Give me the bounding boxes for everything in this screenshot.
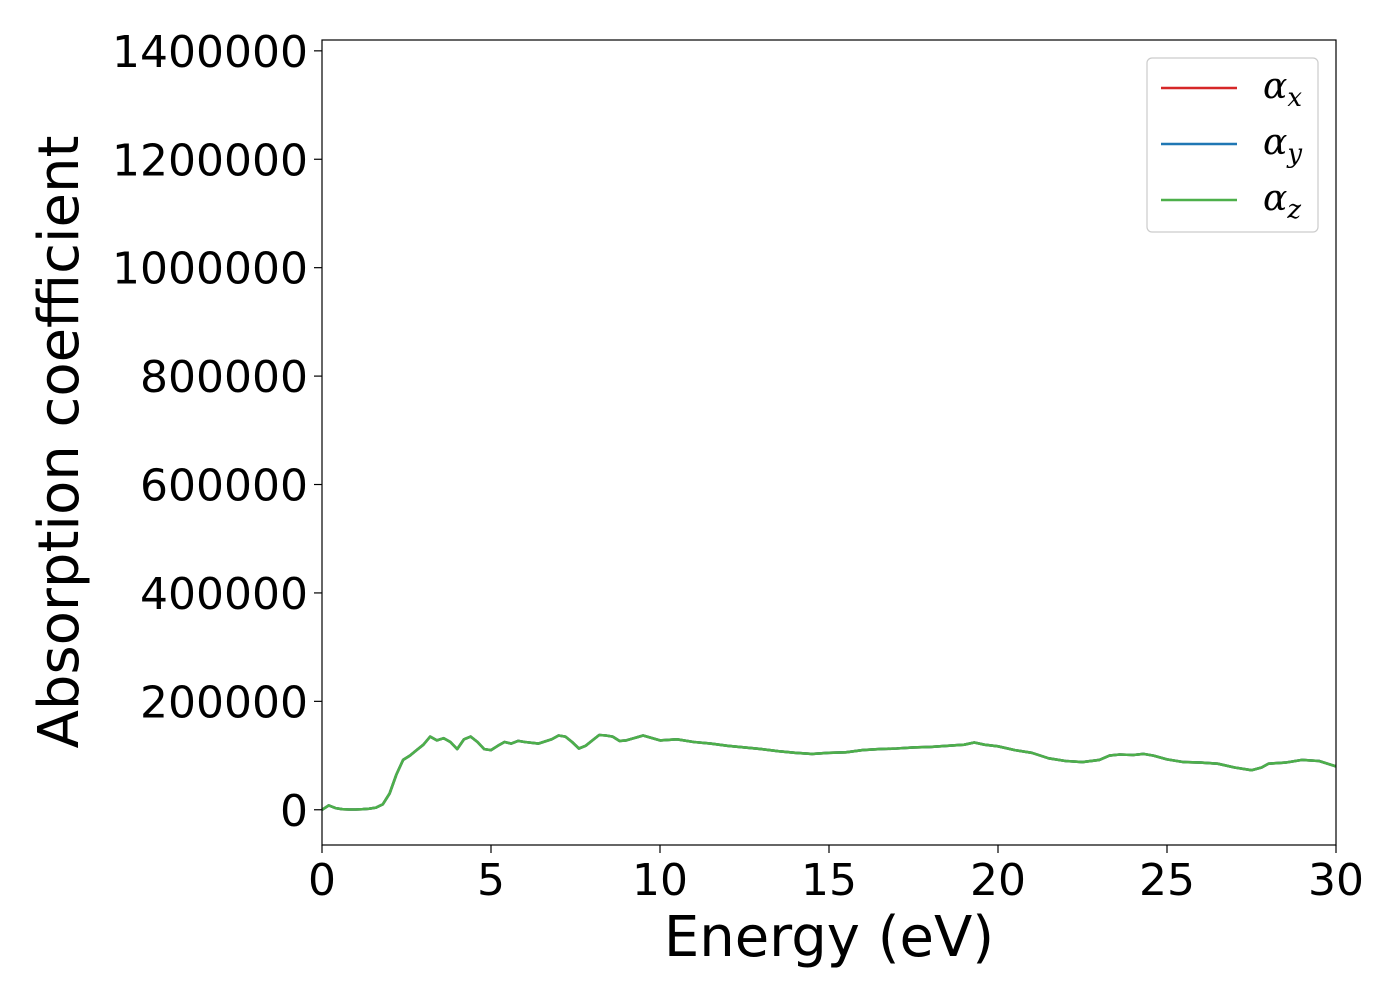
legend: αx αy αz	[1146, 57, 1319, 233]
x-tick-label: 30	[1308, 855, 1364, 906]
y-tick-label: 1400000	[112, 27, 308, 78]
legend-label-alpha-x: αx	[1263, 66, 1302, 113]
x-tick-label: 0	[308, 855, 336, 906]
y-tick-label: 400000	[140, 569, 308, 620]
x-tick-label: 10	[632, 855, 688, 906]
y-tick-label: 1200000	[112, 135, 308, 186]
x-tick-label: 15	[801, 855, 857, 906]
legend-items: αx αy αz	[1161, 66, 1302, 225]
x-tick-label: 5	[477, 855, 505, 906]
x-tick-label: 20	[970, 855, 1026, 906]
x-tick-label: 25	[1139, 855, 1195, 906]
legend-label-alpha-y: αy	[1263, 122, 1302, 169]
y-axis-label: Absorption coefficient	[27, 136, 92, 749]
y-tick-label: 0	[280, 786, 308, 837]
series-layer	[321, 733, 1337, 811]
y-tick-label: 800000	[140, 352, 308, 403]
y-tick-label: 1000000	[112, 244, 308, 295]
legend-label-alpha-z: αz	[1263, 178, 1301, 225]
x-axis-label: Energy (eV)	[664, 905, 994, 970]
y-tick-label: 600000	[140, 461, 308, 512]
series-line-alpha-z	[321, 733, 1337, 811]
ticks-layer: 0 5 10 15 20 25 30 0 200000 400000 600000 800000 100…	[112, 27, 1364, 906]
y-tick-label: 200000	[140, 677, 308, 728]
